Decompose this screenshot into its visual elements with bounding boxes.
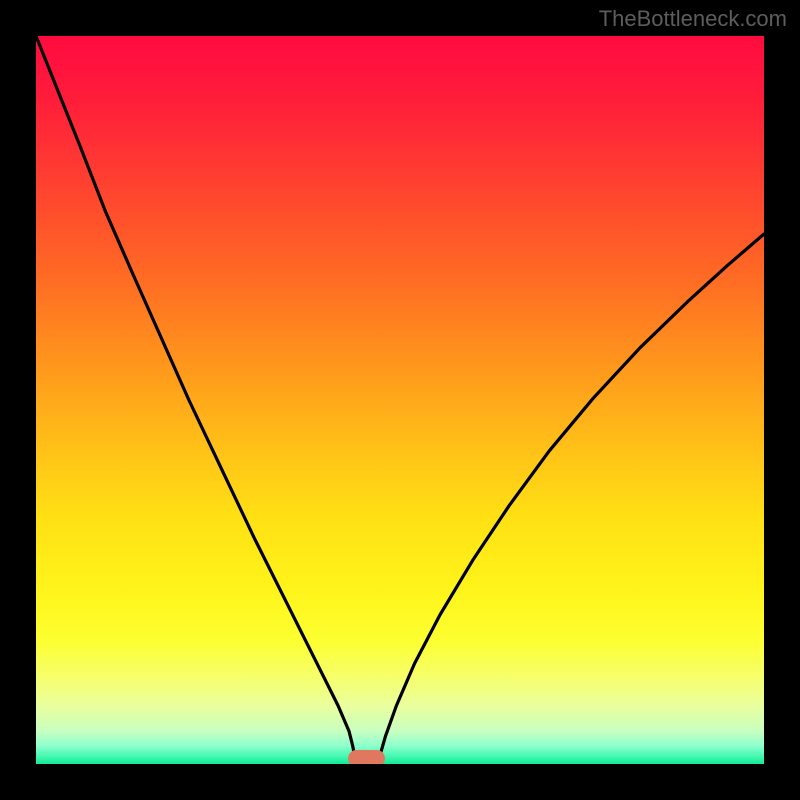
- chart-container: TheBottleneck.com: [0, 0, 800, 800]
- plot-area: [36, 36, 764, 764]
- optimal-marker: [348, 750, 384, 764]
- watermark-text: TheBottleneck.com: [599, 6, 787, 32]
- bottleneck-curve: [36, 36, 764, 764]
